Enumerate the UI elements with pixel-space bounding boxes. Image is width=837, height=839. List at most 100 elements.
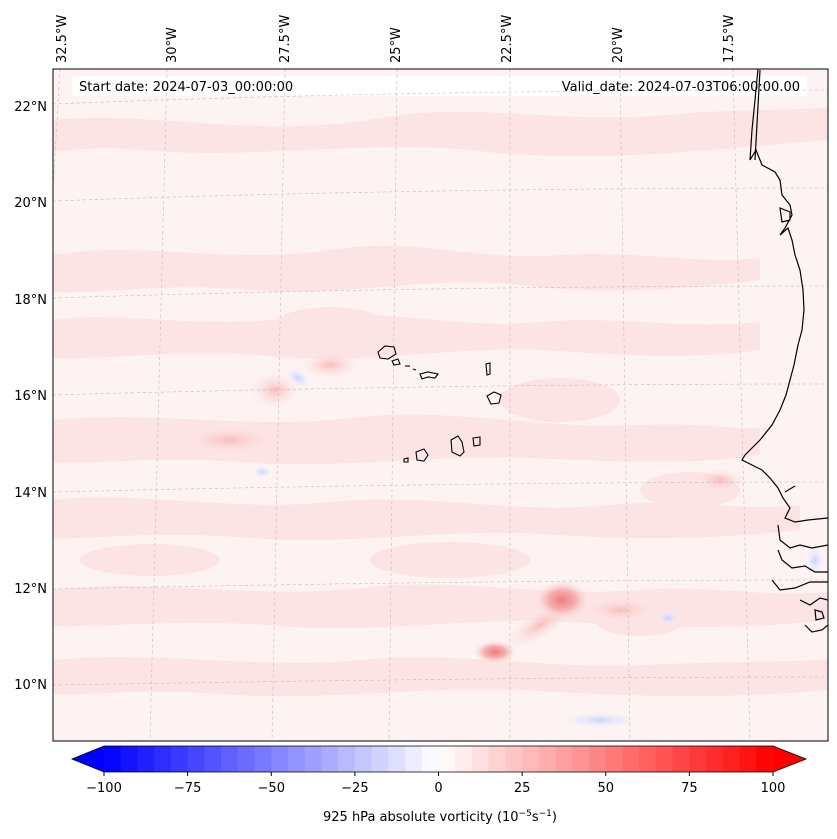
colorbar-cell <box>706 746 724 772</box>
colorbar-cell <box>455 746 473 772</box>
colorbar-cell <box>204 746 222 772</box>
island-santiago <box>450 435 465 457</box>
colorbar-cell <box>187 746 205 772</box>
colorbar-cell <box>287 746 306 772</box>
colorbar-tick-label: 100 <box>761 781 786 796</box>
colorbar-label-exp2: −1 <box>539 809 552 819</box>
colorbar-cell <box>505 746 523 772</box>
colorbar-cell <box>438 746 456 772</box>
island-sao-vicente <box>391 358 401 366</box>
lat-label-12n: 12°N <box>14 582 47 597</box>
graticule <box>53 69 828 741</box>
colorbar-cell <box>137 746 155 772</box>
colorbar-tick-label: 50 <box>597 781 614 796</box>
colorbar-cell <box>371 746 389 772</box>
colorbar-cell <box>170 746 189 772</box>
colorbar-cell <box>488 746 506 772</box>
vorticity-maxima <box>473 580 590 664</box>
colorbar-cell <box>572 746 590 772</box>
colorbar-tick-label: 25 <box>514 781 531 796</box>
colorbar-cell <box>471 746 490 772</box>
africa-coastline <box>741 69 828 523</box>
colorbar-tick-label: −75 <box>174 781 201 796</box>
colorbar-cell <box>237 746 255 772</box>
start-date-label: Start date: 2024-07-03_00:00:00 <box>79 80 293 95</box>
colorbar-cell <box>154 746 172 772</box>
colorbar-cell <box>672 746 690 772</box>
coastlines <box>741 69 828 633</box>
colorbar-cell <box>555 746 573 772</box>
colorbar-cell <box>538 746 556 772</box>
colorbar-cell <box>120 746 138 772</box>
cape-verde-islands <box>377 345 502 463</box>
colorbar-cell <box>605 746 623 772</box>
colorbar-cell <box>722 746 740 772</box>
colorbar-cell <box>104 746 122 772</box>
lon-label-17-5w: 17.5°W <box>722 15 737 63</box>
lat-label-10n: 10°N <box>14 678 47 693</box>
colorbar-extend-min <box>72 746 104 772</box>
lat-label-22n: 22°N <box>14 100 47 115</box>
valid-date-label: Valid_date: 2024-07-03T06:00:00.00 <box>562 80 800 95</box>
colorbar-cell <box>522 746 540 772</box>
colorbar-label-exp1: −5 <box>519 809 532 819</box>
colorbar-cell <box>405 746 423 772</box>
colorbar-cell <box>622 746 640 772</box>
island-fogo <box>415 448 429 462</box>
colorbar-cell <box>655 746 674 772</box>
lon-label-25w: 25°W <box>389 27 404 63</box>
colorbar-cell <box>388 746 406 772</box>
colorbar-cell <box>354 746 373 772</box>
vorticity-max-2 <box>473 640 517 664</box>
colorbar-cell <box>421 746 439 772</box>
lat-label-20n: 20°N <box>14 196 47 211</box>
lat-label-16n: 16°N <box>14 389 47 404</box>
island-boa-vista <box>486 391 502 405</box>
lon-label-22-5w: 22.5°W <box>500 15 515 63</box>
colorbar-cell <box>689 746 707 772</box>
map-panel <box>53 69 828 741</box>
colorbar-tick-label: −50 <box>258 781 285 796</box>
colorbar-label: 925 hPa absolute vorticity (10−5s−1) <box>323 809 557 825</box>
colorbar-cell <box>639 746 657 772</box>
vorticity-field-background <box>53 69 828 741</box>
island-santo-antao <box>377 345 397 360</box>
colorbar-label-unit: s <box>532 810 539 825</box>
longitude-labels: 32.5°W 30°W 27.5°W 25°W 22.5°W 20°W 17.5… <box>55 15 737 63</box>
island-brava <box>403 457 409 463</box>
colorbar-cell <box>254 746 272 772</box>
vorticity-negative-spots <box>252 367 825 728</box>
colorbar-cell <box>271 746 289 772</box>
colorbar-tick-label: −100 <box>86 781 122 796</box>
colorbar: −100 −75 −50 −25 0 25 50 75 100 925 hPa absolute… <box>70 745 808 825</box>
latitude-labels: 22°N 20°N 18°N 16°N 14°N 12°N 10°N <box>14 100 47 693</box>
lat-label-18n: 18°N <box>14 293 47 308</box>
colorbar-cell <box>756 746 774 772</box>
colorbar-label-end: ) <box>552 810 557 825</box>
colorbar-tick-label: −25 <box>341 781 368 796</box>
colorbar-cell <box>304 746 322 772</box>
lon-label-32-5w: 32.5°W <box>55 15 70 63</box>
colorbar-cell <box>321 746 339 772</box>
colorbar-label-main: 925 hPa absolute vorticity (10 <box>323 810 519 825</box>
colorbar-tick-label: 75 <box>681 781 698 796</box>
lon-label-27-5w: 27.5°W <box>278 15 293 63</box>
lon-label-30w: 30°W <box>165 27 180 63</box>
island-sal <box>485 362 491 376</box>
lat-label-14n: 14°N <box>14 486 47 501</box>
colorbar-cell <box>221 746 239 772</box>
island-sao-nicolau <box>419 371 439 380</box>
lon-label-20w: 20°W <box>611 27 626 63</box>
colorbar-extend-max <box>773 746 806 772</box>
colorbar-tick-label: 0 <box>434 781 442 796</box>
map-frame <box>52 68 829 742</box>
vorticity-max-1 <box>534 580 590 620</box>
colorbar-cell <box>739 746 757 772</box>
colorbar-ticks: −100 −75 −50 −25 0 25 50 75 100 <box>86 772 785 796</box>
vorticity-moderate-spots <box>185 351 745 649</box>
colorbar-cell <box>589 746 607 772</box>
island-maio <box>472 436 481 447</box>
colorbar-cells <box>72 746 806 772</box>
